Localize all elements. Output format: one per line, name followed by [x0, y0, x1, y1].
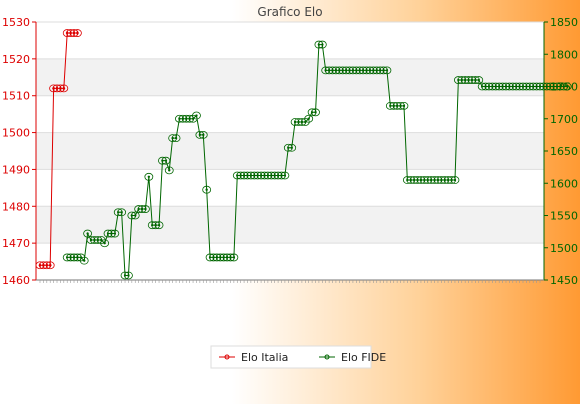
data-point [161, 156, 171, 165]
data-point-core [453, 178, 457, 182]
data-point [192, 111, 201, 120]
right-tick-label: 1650 [550, 145, 578, 158]
data-point [450, 176, 460, 184]
data-point-core [174, 136, 178, 140]
data-point-core [86, 232, 89, 235]
data-point [110, 229, 120, 238]
data-point-core [232, 256, 236, 259]
data-point-core [402, 104, 406, 108]
data-point-core [164, 159, 168, 162]
right-tick-label: 1500 [550, 242, 578, 255]
chart-title: Grafico Elo [257, 5, 322, 19]
left-tick-label: 1530 [2, 16, 30, 29]
data-point-core [113, 232, 117, 235]
data-point [562, 82, 572, 91]
data-point [198, 130, 208, 139]
grid-bands [36, 22, 544, 280]
data-point [124, 271, 133, 280]
data-point-core [205, 188, 208, 191]
data-point [100, 239, 110, 248]
data-point-core [157, 223, 161, 227]
data-point [474, 76, 484, 84]
data-point [171, 134, 181, 143]
data-point-core [566, 85, 569, 88]
data-point [141, 205, 150, 213]
data-point [83, 229, 93, 238]
data-point [280, 171, 290, 180]
data-point [317, 40, 327, 49]
data-point-core [168, 169, 171, 172]
data-point [382, 66, 392, 75]
data-point-core [134, 214, 137, 217]
grid-band [36, 206, 544, 244]
right-tick-label: 1450 [550, 274, 578, 287]
data-point [229, 253, 239, 262]
series-elo-italia [35, 29, 82, 270]
data-point-core [321, 43, 324, 46]
data-point [202, 185, 212, 194]
data-point-core [290, 146, 293, 149]
legend-label: Elo FIDE [341, 351, 386, 364]
data-point-core [75, 30, 79, 36]
left-tick-label: 1480 [2, 200, 30, 213]
data-point-core [202, 133, 205, 137]
data-point-core [283, 174, 287, 177]
legend-swatch-marker [324, 354, 330, 360]
left-tick-label: 1470 [2, 237, 30, 250]
right-tick-label: 1600 [550, 177, 578, 190]
data-point-core [385, 69, 389, 72]
data-point-core [307, 117, 310, 120]
data-point-core [48, 262, 52, 268]
data-point [311, 108, 320, 117]
left-tick-label: 1500 [2, 127, 30, 140]
data-point-core [195, 114, 198, 117]
right-tick-label: 1700 [550, 113, 578, 126]
data-point-core [62, 85, 66, 91]
data-point [287, 143, 297, 152]
data-point-core [83, 259, 86, 262]
data-point [144, 172, 154, 181]
data-point-core [144, 207, 147, 211]
left-tick-label: 1510 [2, 90, 30, 103]
legend: Elo Italia Elo FIDE [210, 345, 386, 369]
left-tick-label: 1520 [2, 53, 30, 66]
axes: 1460 1470 1480 1490 1500 1510 1520 1530 1450 1500… [2, 16, 578, 287]
legend-swatch-marker [224, 354, 230, 360]
data-point [164, 166, 174, 175]
left-tick-label: 1490 [2, 163, 30, 176]
series-line [67, 44, 568, 276]
right-tick-label: 1550 [550, 210, 578, 223]
data-point [73, 29, 82, 37]
data-point [117, 208, 127, 217]
data-point-core [120, 211, 123, 214]
right-tick-label: 1850 [550, 16, 578, 29]
data-point [45, 261, 55, 270]
left-tick-label: 1460 [2, 274, 30, 287]
data-point-core [147, 175, 151, 178]
data-point-core [477, 78, 480, 82]
data-point [79, 256, 89, 265]
data-point-core [103, 242, 106, 245]
data-point [154, 221, 164, 230]
data-point [399, 101, 409, 110]
data-point [304, 114, 314, 123]
right-tick-label: 1800 [550, 48, 578, 61]
data-point [59, 84, 69, 93]
data-point [130, 211, 140, 220]
legend-label: Elo Italia [241, 351, 288, 364]
series-elo-fide [62, 40, 572, 280]
series-layer [35, 29, 572, 280]
data-point-core [314, 111, 317, 114]
legend-box [210, 345, 372, 369]
data-point-core [127, 274, 130, 277]
